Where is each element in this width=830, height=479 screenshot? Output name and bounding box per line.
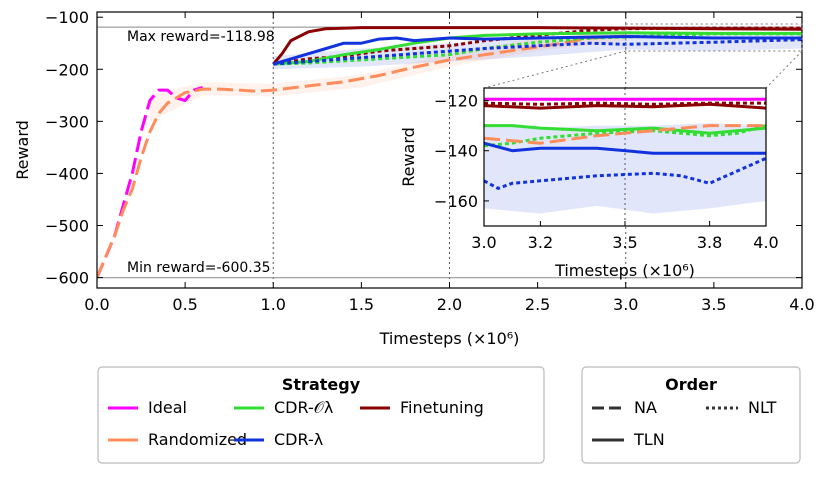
inset-series-Randomized-NA [484,124,766,145]
inset-x-tick-label: 4.0 [753,233,778,252]
x-tick-label: 1.5 [349,295,374,314]
x-tick-label: 2.0 [437,295,462,314]
inset-x-tick-label: 3.0 [471,233,496,252]
inset-x-tick-label: 3.2 [528,233,553,252]
inset-y-tick-label: −120 [434,92,478,111]
legend-label-nlt: NLT [748,398,777,417]
y-tick-label: −500 [45,217,89,236]
legend-order-title: Order [665,375,717,394]
main-plot-area [97,12,802,288]
inset-y-axis-label: Reward [399,127,418,187]
series-CDR-λ-NLT [273,38,802,66]
inset-x-tick-label: 3.8 [697,233,722,252]
inset-plot-area [484,88,766,226]
x-tick-label: 0.0 [84,295,109,314]
legend-label-tln: TLN [633,430,665,449]
max-reward-label: Max reward=-118.98 [127,29,275,45]
inset-series-Finetuning-NLT [484,101,766,106]
x-tick-label: 1.0 [261,295,286,314]
legend-label-na: NA [634,398,657,417]
inset-y-tick-label: −140 [434,142,478,161]
inset-series-Finetuning-TLN [484,102,766,110]
series-CDR-Oλ-NLT [273,32,802,66]
band-CDR-λ [273,31,802,70]
band-Randomized [149,31,626,122]
series-Finetuning-TLN [272,26,802,66]
inset-series-CDR-Oλ-TLN [484,124,766,135]
y-tick-label: −300 [45,112,89,131]
y-tick-label: −600 [45,269,89,288]
zoom-connector [765,50,803,89]
inset-y-tick-label: −160 [434,192,478,211]
inset-plot: 3.0 3.2 3.5 3.8 4.0 −120 −140 −160 Timesteps (×1… [399,87,779,280]
legend-order: Order NA NLT TLN [581,366,801,464]
legend-label-Finetuning: Finetuning [400,398,484,417]
inset-x-tick-label: 3.5 [612,233,637,252]
x-tick-label: 3.5 [701,295,726,314]
main-plot: Max reward=-118.98 Min reward=-600.35 0.0 0… [13,8,815,348]
legend-strategy-title: Strategy [282,375,361,394]
x-tick-label: 4.0 [789,295,814,314]
y-axis-label: Reward [13,120,32,180]
x-tick-label: 2.5 [525,295,550,314]
legend-label-Ideal: Ideal [148,398,187,417]
legend-label-CDR-Oλ: CDR-𝒪λ [274,398,333,417]
x-axis-label: Timesteps (×10⁶) [379,329,520,348]
inset-series-CDR-λ-NLT [484,156,766,190]
series-CDR-λ-TLN [272,35,802,66]
legend-strategy-box [97,366,545,464]
legend-strategy: Strategy Ideal Randomized CDR-𝒪λ CDR-λ Finetu… [97,366,545,464]
min-reward-label: Min reward=-600.35 [127,260,271,276]
y-tick-label: −400 [45,164,89,183]
legend-label-Randomized: Randomized [148,430,247,449]
inset-series-CDR-λ-TLN [484,141,766,155]
y-tick-label: −200 [45,60,89,79]
x-tick-label: 3.0 [613,295,638,314]
zoom-region [625,23,803,52]
y-tick-label: −100 [45,8,89,27]
legend-label-CDR-λ: CDR-λ [274,430,323,449]
series-Randomized-NA [97,34,626,279]
legend-order-box [581,366,801,464]
inset-x-axis-label: Timesteps (×10⁶) [554,261,695,280]
x-tick-label: 0.5 [172,295,197,314]
